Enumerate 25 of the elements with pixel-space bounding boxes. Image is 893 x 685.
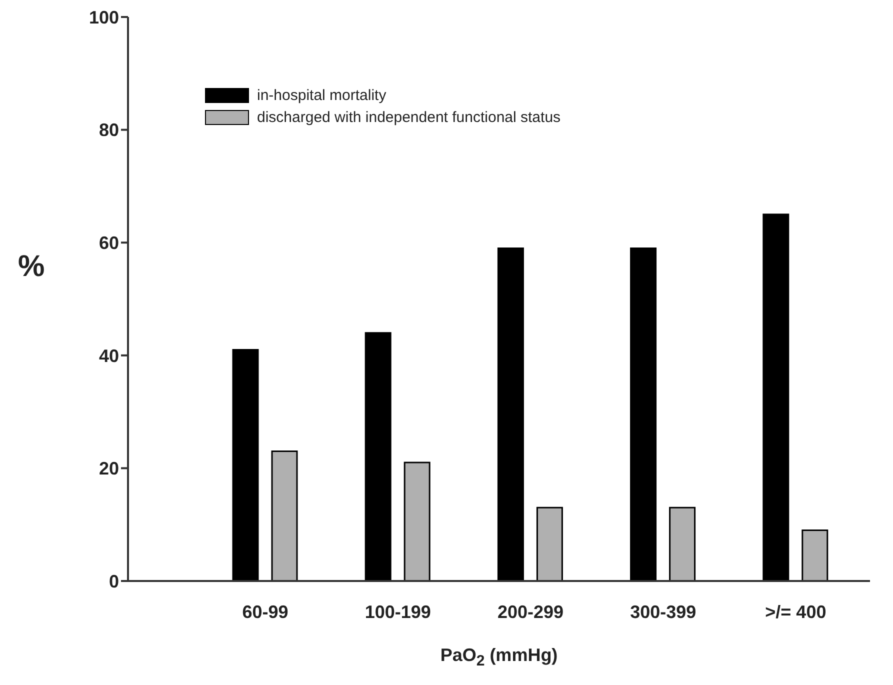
bar xyxy=(630,247,657,581)
y-axis-title: % xyxy=(18,250,45,284)
legend-label: discharged with independent functional status xyxy=(257,108,561,126)
bar xyxy=(364,332,392,581)
bar xyxy=(271,450,298,581)
x-tick-label: 100-199 xyxy=(364,602,431,622)
x-tick-label: 60-99 xyxy=(242,602,288,622)
x-axis-title: PaO$_{2}$ (mmHg) xyxy=(439,645,559,670)
bar xyxy=(232,349,259,581)
x-tick-label: >/= 400 xyxy=(765,602,826,622)
y-tick-label: 40 xyxy=(98,346,119,366)
y-tick-label: 60 xyxy=(98,232,119,253)
y-tick-label: 20 xyxy=(98,458,119,479)
legend-label: in-hospital mortality xyxy=(257,86,386,104)
y-tick-label: 80 xyxy=(98,120,119,140)
bar xyxy=(802,529,828,581)
bar xyxy=(669,506,696,581)
bar xyxy=(404,462,430,581)
y-tick-label: 0 xyxy=(108,571,119,592)
bar xyxy=(536,506,563,581)
bar xyxy=(497,247,524,581)
x-tick-label: 300-399 xyxy=(630,602,696,622)
bar xyxy=(762,214,790,581)
x-tick-label: 200-299 xyxy=(497,602,564,622)
y-tick-label: 100 xyxy=(88,7,119,28)
